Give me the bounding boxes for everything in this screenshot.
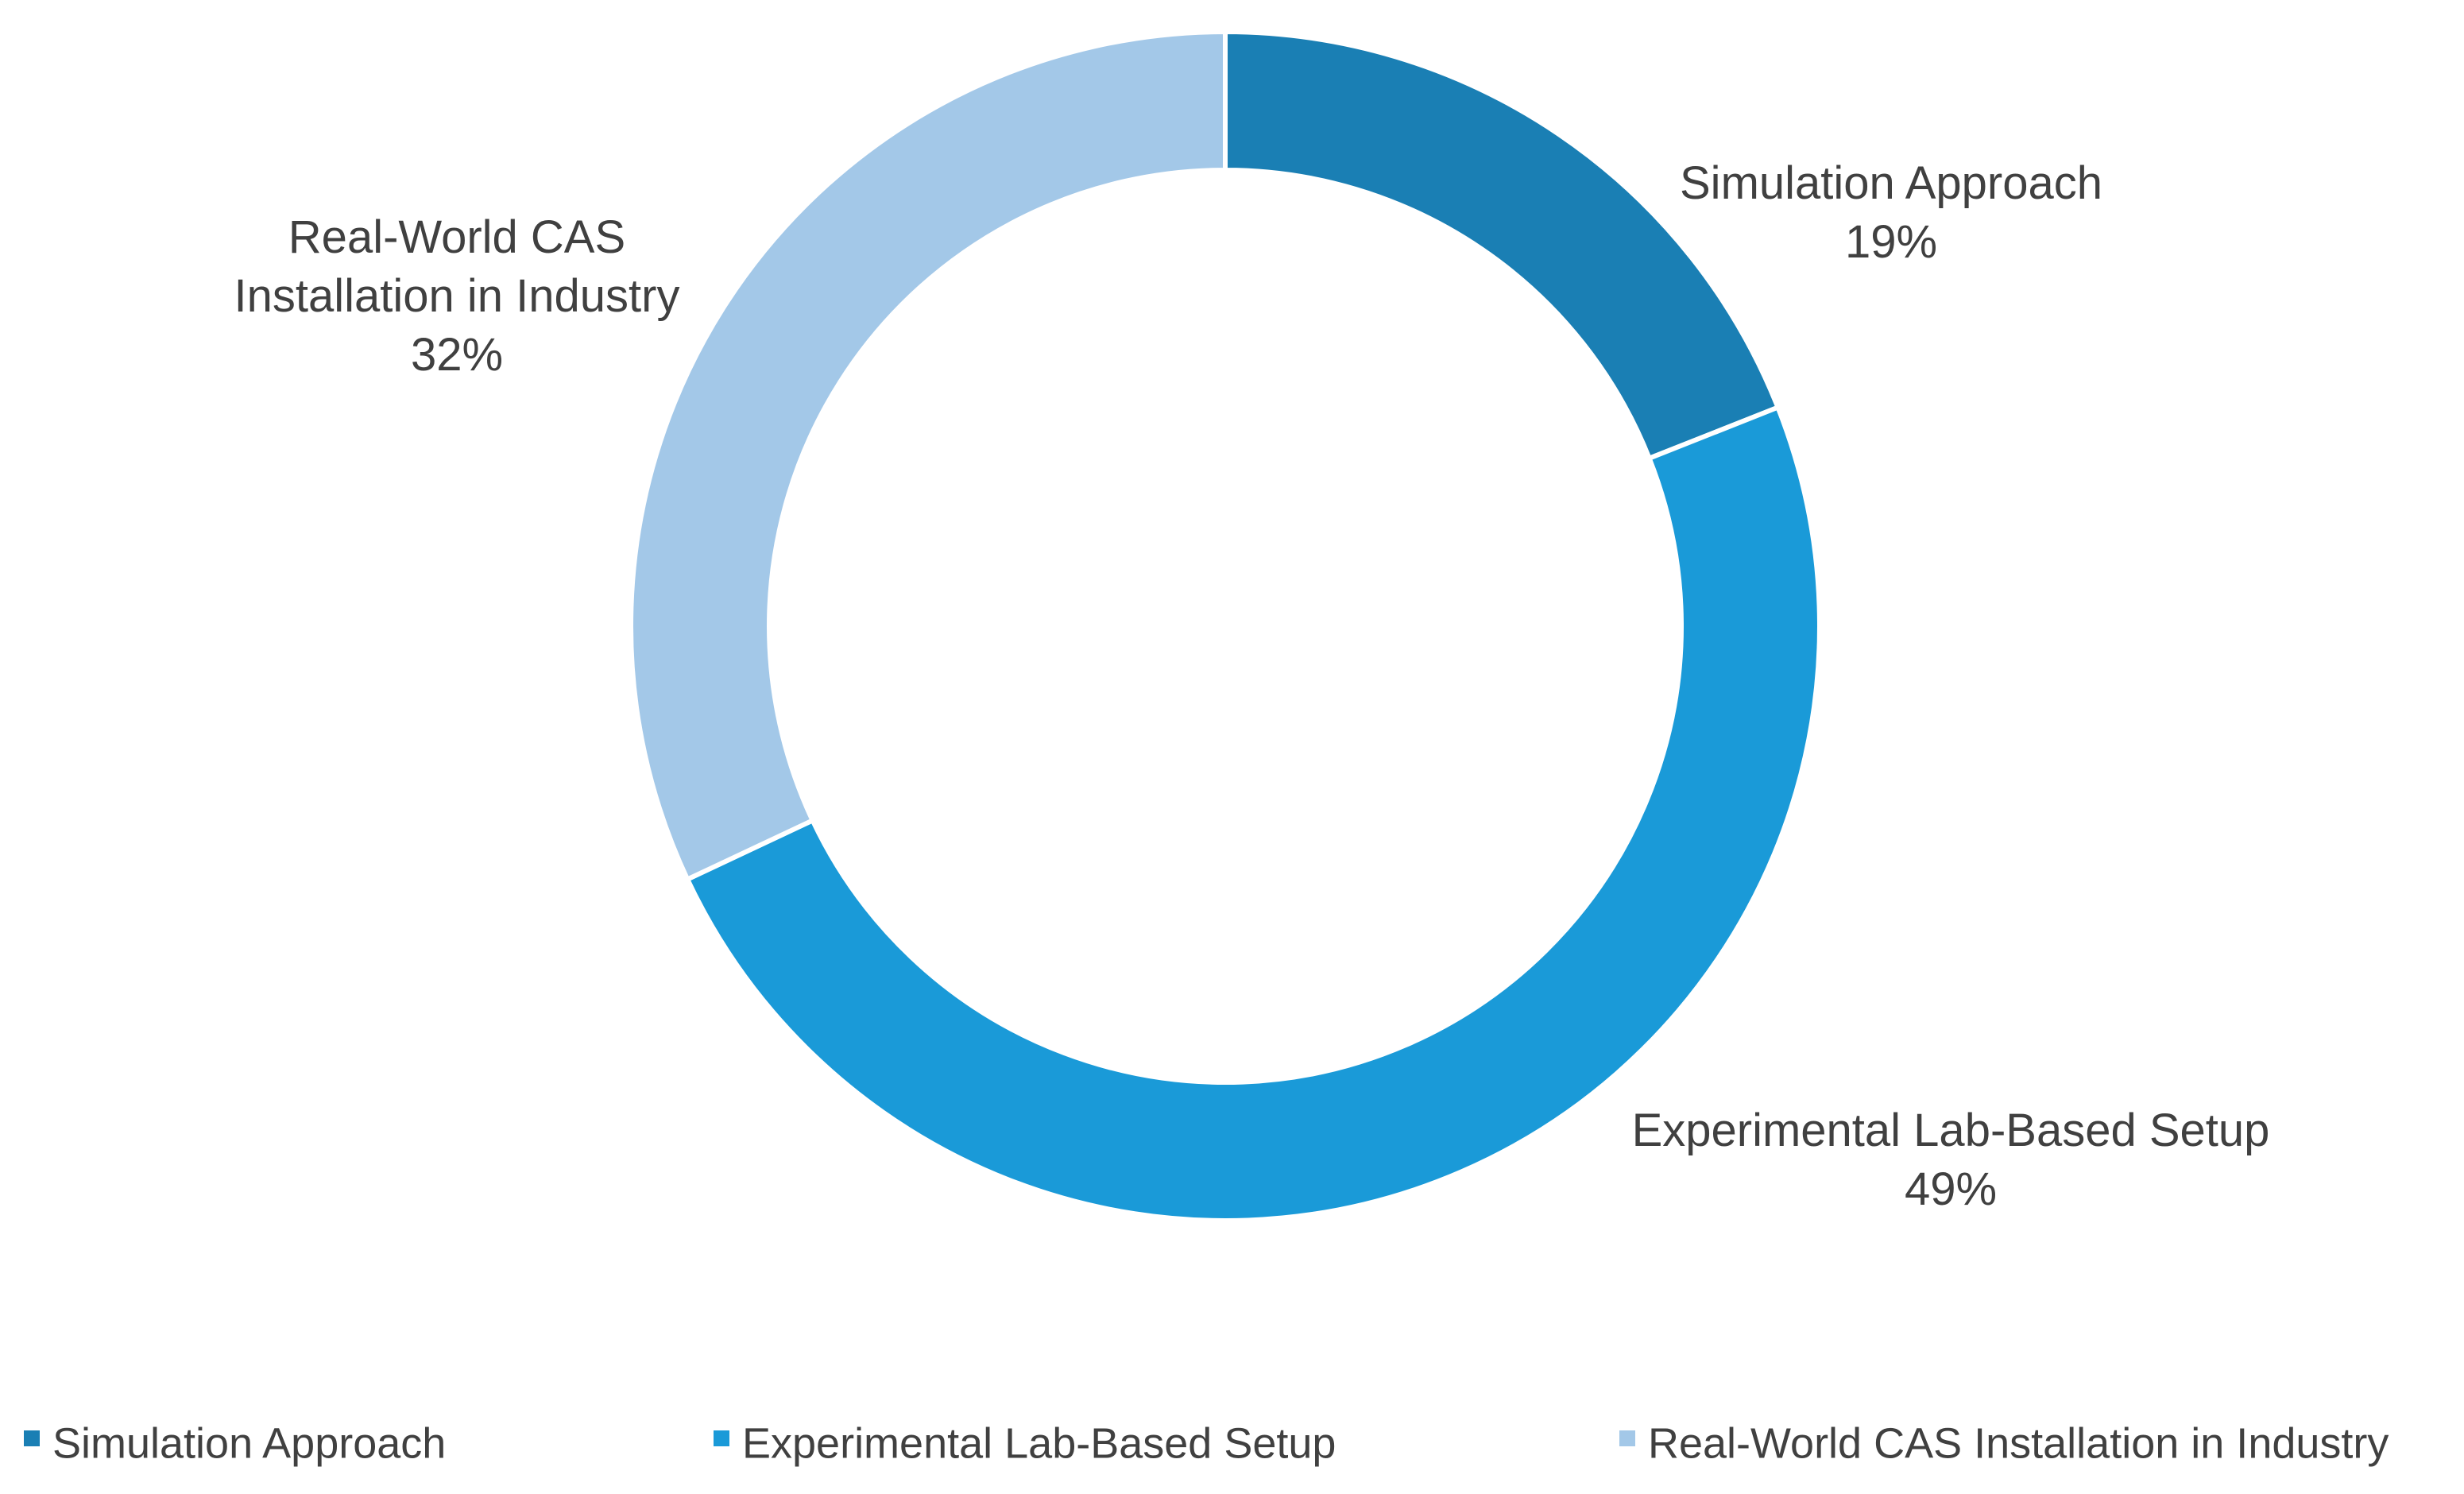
- legend-label: Real-World CAS Installation in Industry: [1648, 1419, 2389, 1467]
- slice-real-world-cas-installation-in-industry: [629, 29, 1228, 883]
- legend-swatch: [714, 1430, 729, 1446]
- legend-swatch: [24, 1430, 40, 1446]
- data-label-experimental-lab-based-setup: Experimental Lab-Based Setup 49%: [1632, 1105, 2270, 1215]
- slice-experimental-lab-based-setup: [684, 404, 1822, 1223]
- data-label-real-world-cas-installation-in-industry: Real-World CAS Installation in Industry 32…: [234, 211, 680, 381]
- legend-label: Experimental Lab-Based Setup: [742, 1419, 1336, 1467]
- legend-swatch: [1619, 1430, 1635, 1446]
- data-label-simulation-approach: Simulation Approach 19%: [1680, 157, 2102, 268]
- legend: Simulation Approach Experimental Lab-Base…: [24, 1419, 2389, 1467]
- legend-item-experimental-lab-based-setup: Experimental Lab-Based Setup: [714, 1419, 1336, 1467]
- legend-item-simulation-approach: Simulation Approach: [24, 1419, 446, 1467]
- slices-layer: [629, 29, 1822, 1223]
- legend-label: Simulation Approach: [52, 1419, 446, 1467]
- legend-item-real-world-cas-installation-in-industry: Real-World CAS Installation in Industry: [1619, 1419, 2389, 1467]
- slice-simulation-approach: [1223, 29, 1781, 462]
- data-labels-layer: Simulation Approach 19% Experimental Lab-B…: [234, 157, 2270, 1215]
